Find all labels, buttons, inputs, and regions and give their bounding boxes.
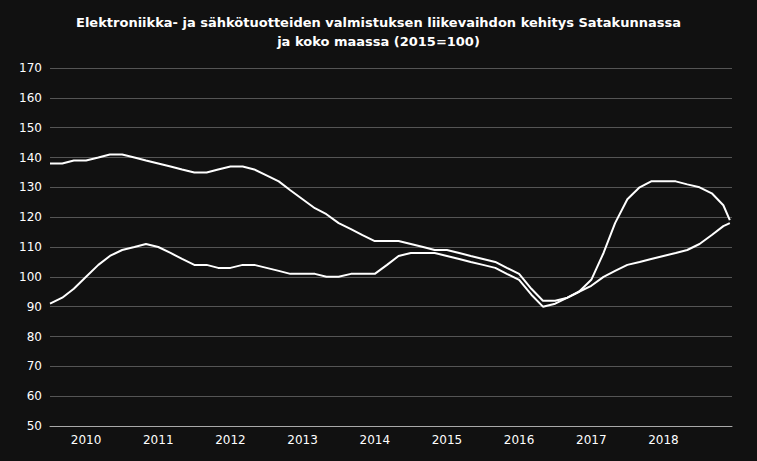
svg-text:130: 130 bbox=[19, 180, 42, 194]
svg-text:110: 110 bbox=[19, 240, 42, 254]
svg-text:ja koko maassa (2015=100): ja koko maassa (2015=100) bbox=[276, 34, 480, 49]
svg-text:2017: 2017 bbox=[576, 433, 607, 447]
svg-text:150: 150 bbox=[19, 121, 42, 135]
svg-text:90: 90 bbox=[27, 300, 42, 314]
svg-text:50: 50 bbox=[27, 419, 42, 433]
svg-text:80: 80 bbox=[27, 330, 42, 344]
svg-text:2012: 2012 bbox=[215, 433, 246, 447]
svg-text:2010: 2010 bbox=[71, 433, 102, 447]
svg-text:2016: 2016 bbox=[504, 433, 535, 447]
svg-text:2013: 2013 bbox=[287, 433, 318, 447]
svg-text:60: 60 bbox=[27, 389, 42, 403]
svg-text:2011: 2011 bbox=[143, 433, 174, 447]
svg-text:160: 160 bbox=[19, 91, 42, 105]
svg-text:140: 140 bbox=[19, 151, 42, 165]
svg-text:170: 170 bbox=[19, 61, 42, 75]
svg-text:Elektroniikka- ja sähkötuottei: Elektroniikka- ja sähkötuotteiden valmis… bbox=[76, 15, 681, 30]
svg-text:100: 100 bbox=[19, 270, 42, 284]
svg-text:2018: 2018 bbox=[648, 433, 679, 447]
svg-text:120: 120 bbox=[19, 210, 42, 224]
svg-text:70: 70 bbox=[27, 359, 42, 373]
svg-text:2014: 2014 bbox=[359, 433, 390, 447]
svg-text:2015: 2015 bbox=[432, 433, 463, 447]
